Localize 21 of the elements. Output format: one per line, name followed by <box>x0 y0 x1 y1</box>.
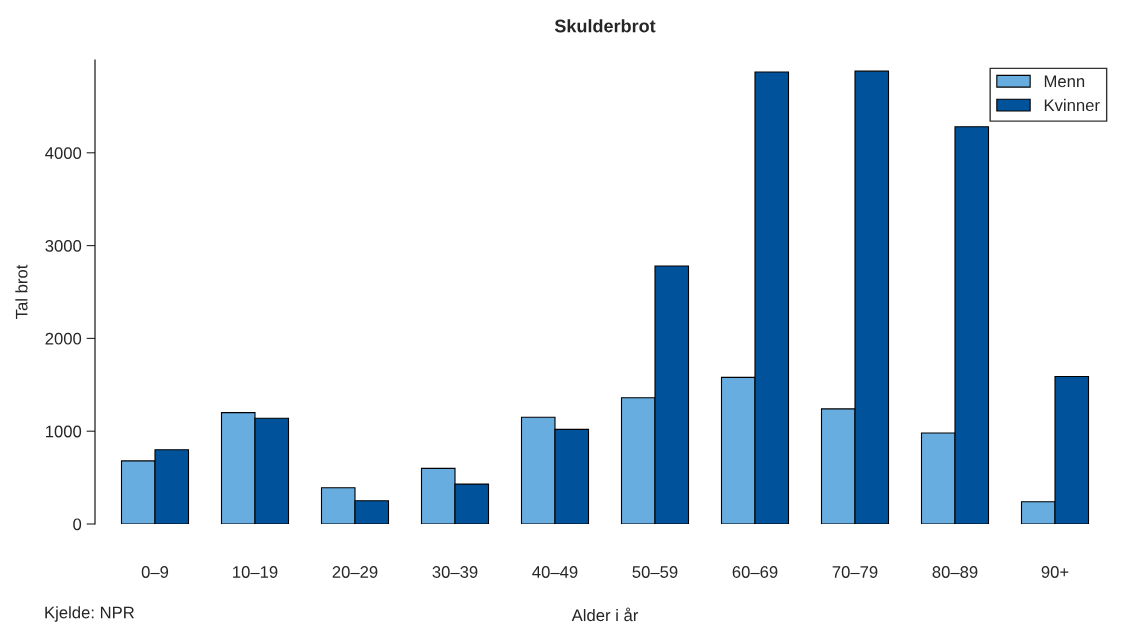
x-axis-title: Alder i år <box>571 607 639 622</box>
x-tick-label: 70–79 <box>832 566 878 578</box>
x-tick-label: 40–49 <box>532 566 578 578</box>
y-axis-title: Tal brot <box>15 264 28 319</box>
x-tick-label: 20–29 <box>332 566 378 578</box>
legend-label: Menn <box>1044 75 1085 88</box>
x-tick-label: 80–89 <box>932 566 978 578</box>
x-tick-label: 50–59 <box>632 566 678 578</box>
chart-title: Skulderbrot <box>554 19 656 33</box>
x-tick-label: 0–9 <box>141 566 169 578</box>
y-tick-label: 2000 <box>45 332 82 345</box>
x-tick-label: 90+ <box>1041 566 1069 578</box>
y-tick-label: 4000 <box>45 147 82 159</box>
x-tick-label: 30–39 <box>432 566 478 578</box>
legend-label: Kvinner <box>1044 98 1100 112</box>
y-tick-label: 1000 <box>46 425 82 438</box>
y-tick-label: 3000 <box>45 240 82 252</box>
x-tick-label: 60–69 <box>732 566 778 578</box>
x-tick-label: 10–19 <box>233 566 278 578</box>
text: Kjelde: NPR <box>45 606 135 622</box>
y-tick-label: 0 <box>73 518 82 531</box>
